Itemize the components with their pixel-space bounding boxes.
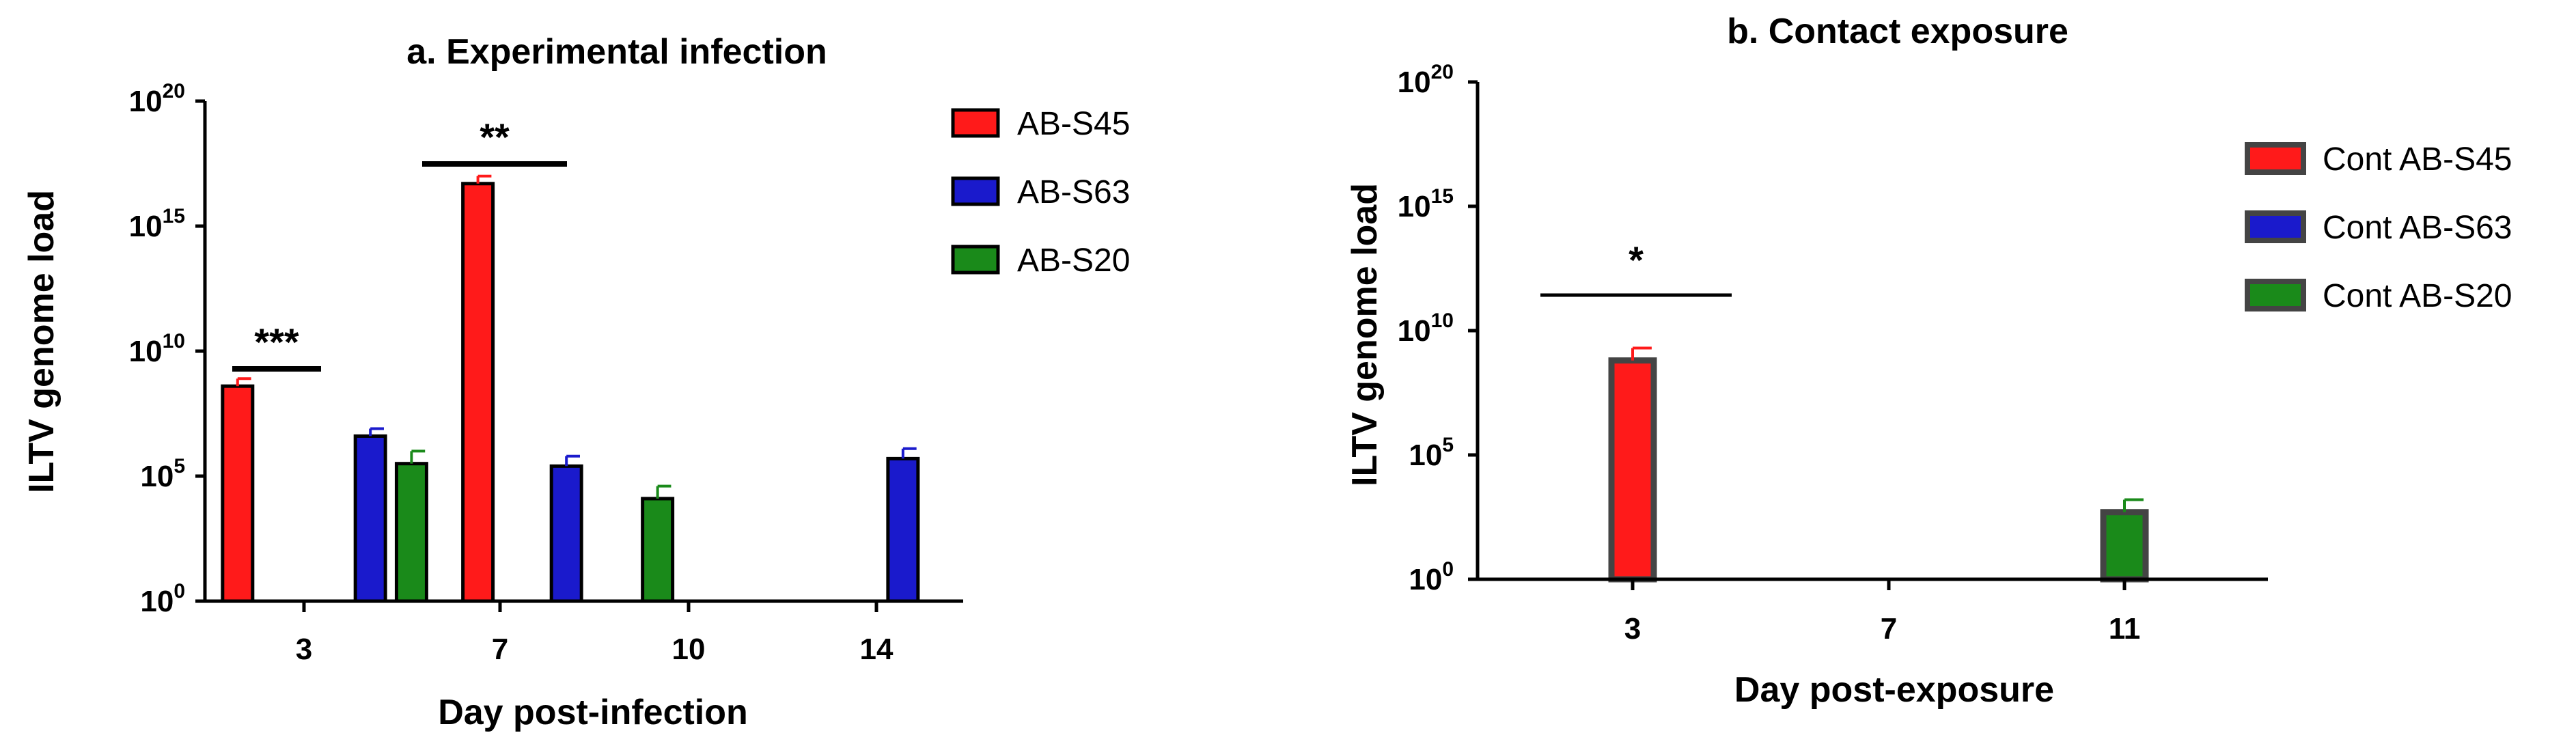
x-axis-label: Day post-infection <box>438 693 748 732</box>
y-tick-exponent: 5 <box>174 455 185 477</box>
bar <box>461 182 495 603</box>
bar <box>353 434 387 603</box>
bar <box>221 384 255 603</box>
y-tick-label: 1020 <box>129 80 185 118</box>
x-tick-labels: 3 7 10 14 <box>296 633 894 666</box>
axes <box>1468 80 2268 590</box>
bar <box>549 464 583 603</box>
x-tick-labels: 3 7 11 <box>1624 612 2141 646</box>
y-tick-exponent: 0 <box>1442 558 1454 581</box>
y-tick-base: 10 <box>129 210 163 243</box>
y-tick-exponent: 10 <box>1431 309 1454 332</box>
y-tick-exponent: 15 <box>1431 185 1454 208</box>
y-tick-base: 10 <box>129 335 163 368</box>
y-tick-exponent: 15 <box>163 205 185 227</box>
legend-label: Cont AB-S20 <box>2323 278 2512 314</box>
y-tick-base: 10 <box>1398 66 1431 99</box>
x-axis-label: Day post-exposure <box>1734 670 2054 710</box>
y-tick-base: 10 <box>1398 314 1431 348</box>
x-tick-label: 11 <box>2109 612 2141 646</box>
y-tick-base: 10 <box>129 85 163 118</box>
y-tick-base: 10 <box>1398 190 1431 223</box>
y-tick-exponent: 10 <box>163 330 185 352</box>
legend-label: AB-S45 <box>1017 106 1130 142</box>
y-tick-label: 105 <box>140 455 185 493</box>
y-tick-base: 10 <box>1409 563 1442 596</box>
legend-swatch <box>2245 142 2306 175</box>
bar <box>641 497 675 603</box>
x-tick-label: 3 <box>296 633 312 666</box>
y-tick-label: 1010 <box>1398 309 1454 348</box>
panel-a-experimental-infection: a. Experimental infection ILTV genome lo… <box>22 32 1130 732</box>
significance-label: * <box>1629 238 1644 281</box>
y-tick-exponent: 20 <box>163 80 185 102</box>
legend: Cont AB-S45 Cont AB-S63 Cont AB-S20 <box>2245 141 2512 314</box>
bar <box>886 456 920 603</box>
x-tick-label: 7 <box>492 633 508 666</box>
y-tick-label: 1020 <box>1398 61 1454 99</box>
x-tick-label: 3 <box>1624 612 1641 646</box>
y-tick-exponent: 0 <box>174 580 185 602</box>
bar <box>2100 509 2149 583</box>
y-tick-base: 10 <box>140 585 174 618</box>
x-tick-label: 14 <box>860 633 894 666</box>
axes <box>195 99 963 612</box>
legend-swatch <box>951 176 1000 206</box>
legend-label: AB-S63 <box>1017 174 1130 210</box>
bar <box>394 462 428 603</box>
x-tick-label: 10 <box>672 633 706 666</box>
significance-markers: ***** <box>232 115 567 372</box>
significance-label: *** <box>254 320 299 363</box>
y-tick-label: 1015 <box>129 205 185 243</box>
bar <box>1608 357 1657 583</box>
significance-label: ** <box>480 115 510 158</box>
legend-swatch <box>951 245 1000 275</box>
chart-title: a. Experimental infection <box>406 32 827 72</box>
y-tick-label: 1010 <box>129 330 185 368</box>
y-tick-exponent: 5 <box>1442 434 1454 456</box>
legend: AB-S45 AB-S63 AB-S20 <box>951 106 1130 279</box>
y-tick-exponent: 20 <box>1431 61 1454 83</box>
legend-swatch <box>951 108 1000 138</box>
y-axis-label: ILTV genome load <box>1345 183 1385 486</box>
y-tick-label: 100 <box>140 580 185 618</box>
y-tick-base: 10 <box>1409 439 1442 472</box>
bars <box>1608 346 2149 583</box>
legend-label: AB-S20 <box>1017 243 1130 279</box>
y-axis-label: ILTV genome load <box>22 190 61 493</box>
x-tick-label: 7 <box>1881 612 1897 646</box>
legend-swatch <box>2245 210 2306 243</box>
legend-swatch <box>2245 279 2306 311</box>
panel-b-contact-exposure: b. Contact exposure ILTV genome load Day… <box>1345 12 2512 710</box>
legend-label: Cont AB-S63 <box>2323 210 2512 246</box>
chart-title: b. Contact exposure <box>1727 12 2068 51</box>
y-tick-base: 10 <box>140 460 174 493</box>
y-tick-label: 1015 <box>1398 185 1454 223</box>
bars <box>221 174 920 603</box>
y-tick-label: 105 <box>1409 434 1454 472</box>
legend-label: Cont AB-S45 <box>2323 141 2512 178</box>
significance-markers: * <box>1540 238 1732 297</box>
y-tick-label: 100 <box>1409 558 1454 596</box>
